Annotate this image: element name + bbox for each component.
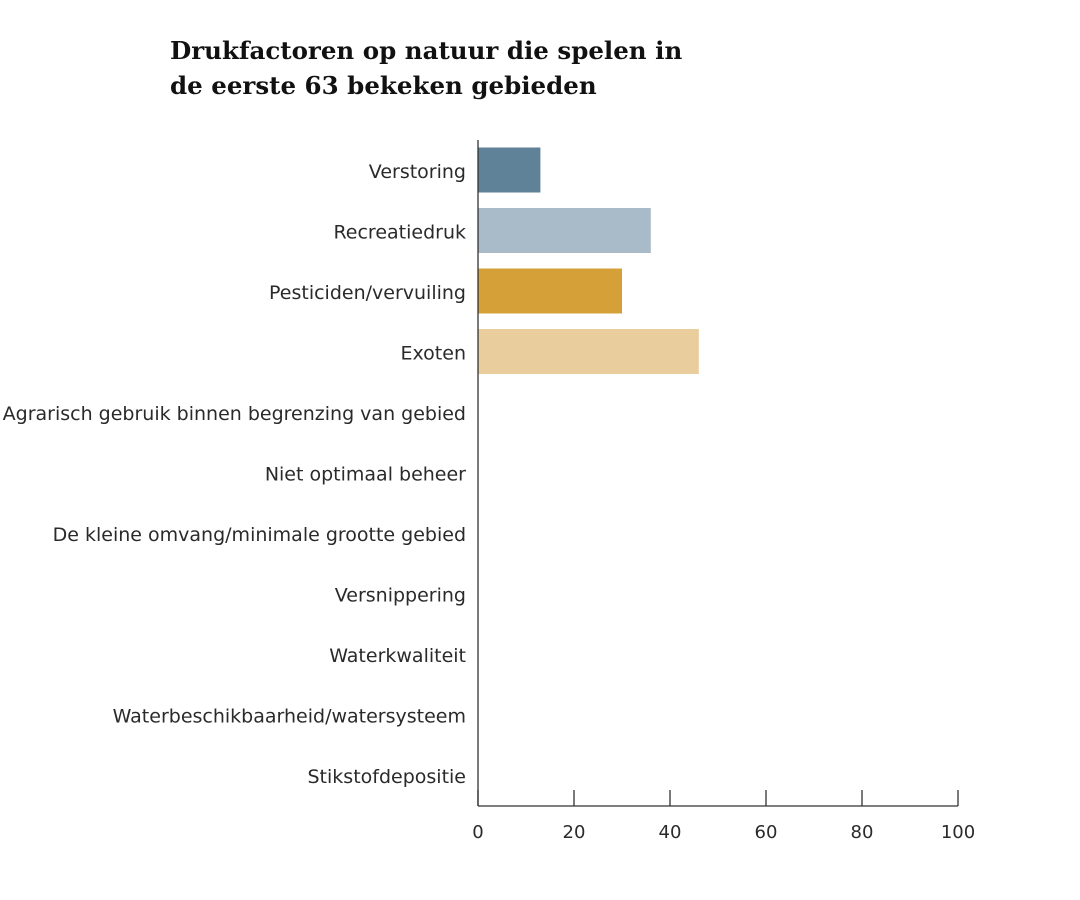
- x-tick-label-4: 80: [851, 822, 874, 843]
- bar-2: [478, 268, 622, 314]
- x-tick-label-3: 60: [755, 822, 778, 843]
- x-tick-label-2: 40: [659, 822, 682, 843]
- category-labels: Verstoring Recreatiedruk Pesticiden/vervui…: [3, 161, 467, 788]
- category-label-7: Versnippering: [335, 585, 466, 607]
- chart-title-line-1: Drukfactoren op natuur die spelen in: [170, 36, 682, 65]
- x-tick-label-1: 20: [563, 822, 586, 843]
- category-label-0: Verstoring: [369, 161, 466, 183]
- x-tick-label-5: 100: [941, 822, 975, 843]
- category-label-1: Recreatiedruk: [333, 222, 466, 244]
- bar-1: [478, 208, 651, 253]
- chart-title: Drukfactoren op natuur die spelen in de …: [170, 36, 682, 100]
- category-label-6: De kleine omvang/minimale grootte gebied: [53, 524, 466, 546]
- bar-0: [478, 147, 541, 193]
- x-axis-ticks: 0 20 40 60 80 100: [472, 790, 975, 843]
- category-label-8: Waterkwaliteit: [329, 645, 466, 667]
- category-label-9: Waterbeschikbaarheid/watersysteem: [113, 706, 466, 728]
- x-tick-label-0: 0: [472, 822, 483, 843]
- category-label-2: Pesticiden/vervuiling: [269, 282, 466, 304]
- bars-group: [478, 147, 699, 374]
- category-label-5: Niet optimaal beheer: [265, 464, 466, 486]
- category-label-4: Agrarisch gebruik binnen begrenzing van …: [3, 403, 466, 425]
- category-label-10: Stikstofdepositie: [308, 766, 467, 788]
- category-label-3: Exoten: [401, 343, 466, 365]
- bar-3: [478, 329, 699, 374]
- chart-title-line-2: de eerste 63 bekeken gebieden: [170, 71, 597, 100]
